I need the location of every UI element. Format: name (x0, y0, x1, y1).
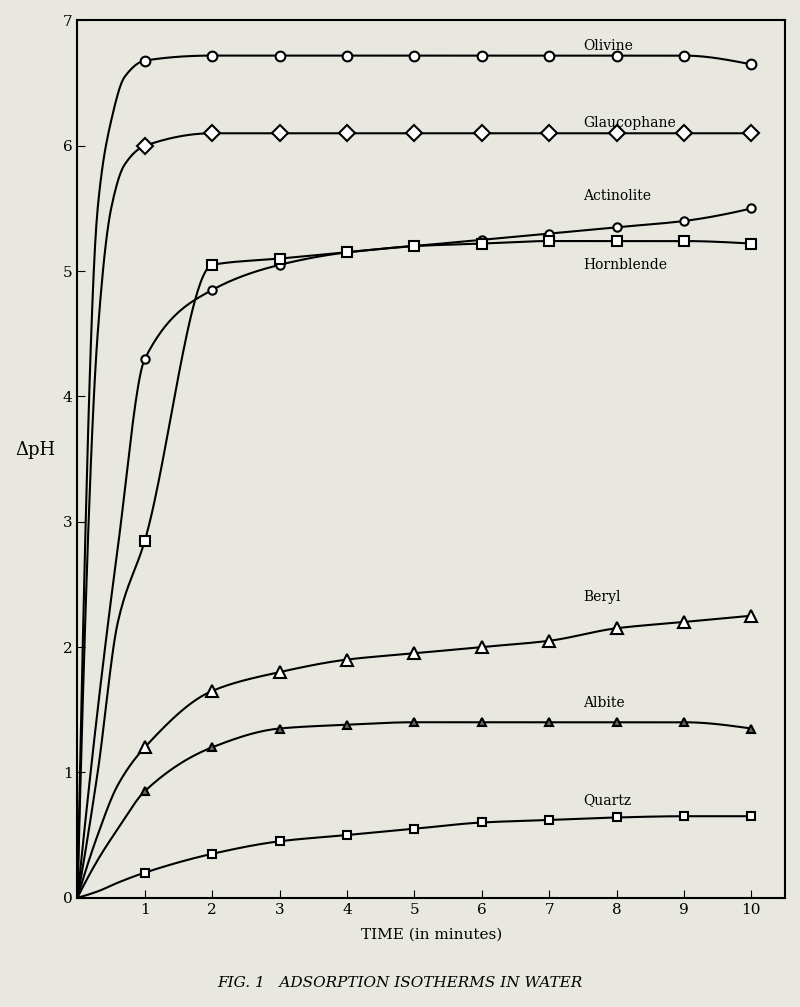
Text: Actinolite: Actinolite (583, 189, 651, 203)
Text: Quartz: Quartz (583, 793, 631, 807)
Text: Albite: Albite (583, 697, 625, 711)
Text: Glaucophane: Glaucophane (583, 116, 675, 130)
Text: FIG. 1   ADSORPTION ISOTHERMS IN WATER: FIG. 1 ADSORPTION ISOTHERMS IN WATER (218, 976, 582, 990)
Text: Olivine: Olivine (583, 38, 633, 52)
Y-axis label: ΔpH: ΔpH (15, 441, 55, 459)
Text: Beryl: Beryl (583, 590, 620, 604)
Text: Hornblende: Hornblende (583, 258, 667, 272)
X-axis label: TIME (in minutes): TIME (in minutes) (361, 927, 502, 942)
